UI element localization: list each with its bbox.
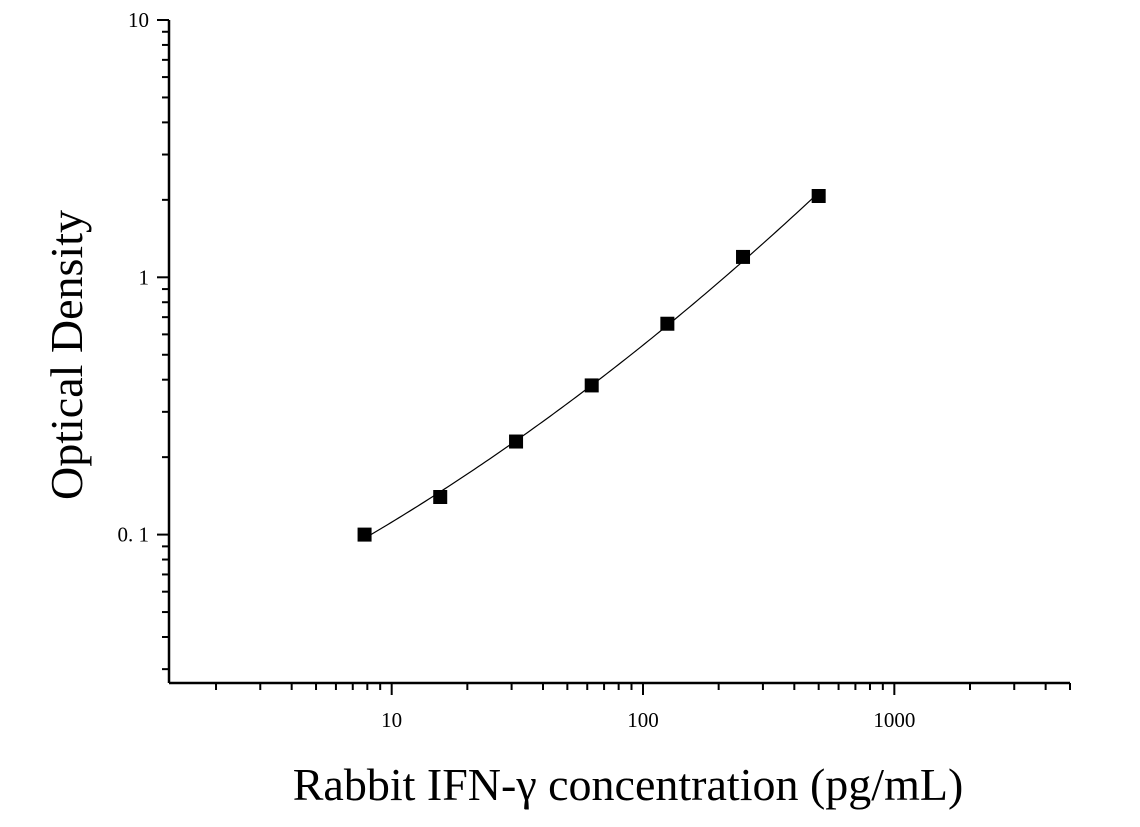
data-point (811, 189, 826, 204)
tick-labels: 10 100 1000 0. 1 1 10 (118, 8, 916, 732)
y-tick-label: 1 (139, 265, 150, 289)
x-tick-label: 100 (627, 708, 659, 732)
y-axis-title: Optical Density (41, 210, 92, 500)
x-axis-title: Rabbit IFN-γ concentration (pg/mL) (293, 759, 964, 810)
y-tick-label: 10 (128, 8, 149, 32)
x-tick-label: 1000 (873, 708, 915, 732)
axes (167, 20, 1070, 685)
data-point (357, 527, 372, 542)
data-point (584, 378, 599, 393)
data-point (736, 249, 751, 264)
data-points-layer (357, 189, 826, 542)
fit-curve (364, 192, 820, 539)
x-tick-label: 10 (381, 708, 402, 732)
data-point (660, 316, 675, 331)
data-point (509, 434, 524, 449)
fit-curve-layer (364, 192, 820, 539)
ticks (157, 19, 1071, 695)
y-tick-label: 0. 1 (118, 523, 150, 547)
data-point (433, 490, 448, 505)
